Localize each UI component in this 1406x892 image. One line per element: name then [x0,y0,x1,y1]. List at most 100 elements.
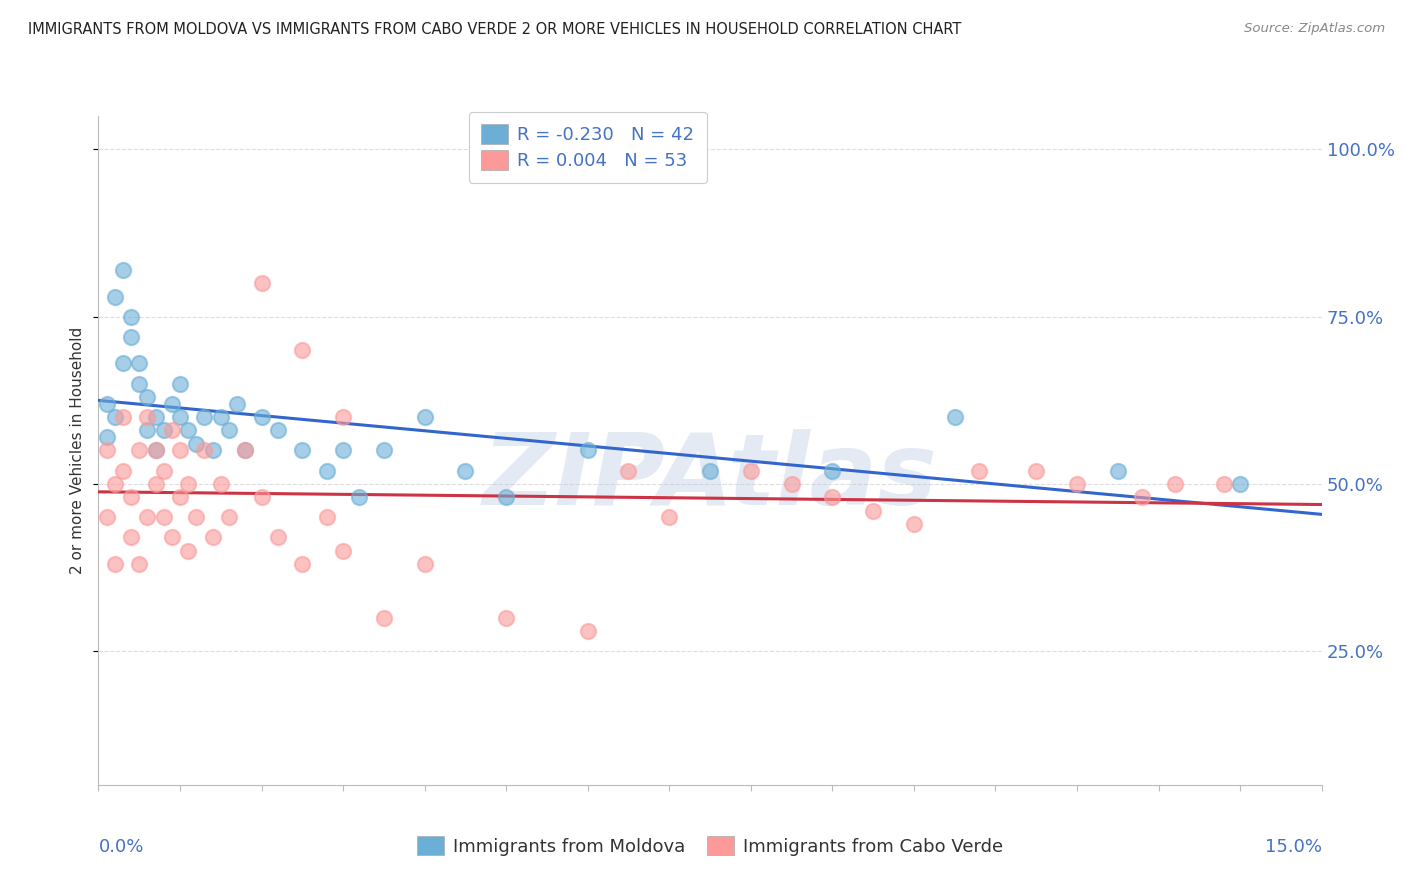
Point [136,510,159,524]
Point [315,510,337,524]
Point [152,510,174,524]
Point [111,464,134,478]
Point [145,443,167,458]
Point [576,624,599,639]
Point [160,396,183,410]
Point [96,443,118,458]
Point [201,530,224,544]
Point [291,343,314,358]
Point [145,476,167,491]
Point [169,491,191,505]
Point [250,491,273,505]
Point [267,530,290,544]
Text: ZIPAtlas: ZIPAtlas [482,429,938,525]
Text: Source: ZipAtlas.com: Source: ZipAtlas.com [1244,22,1385,36]
Text: 15.0%: 15.0% [1264,838,1322,856]
Point [250,276,273,290]
Point [495,491,517,505]
Point [943,410,966,425]
Point [740,464,762,478]
Point [152,424,174,438]
Point [576,443,599,458]
Point [96,510,118,524]
Point [291,443,314,458]
Point [152,464,174,478]
Point [111,410,134,425]
Point [136,390,159,404]
Point [120,491,142,505]
Point [373,443,395,458]
Point [209,410,232,425]
Point [104,557,127,572]
Point [218,510,240,524]
Y-axis label: 2 or more Vehicles in Household: 2 or more Vehicles in Household [70,326,86,574]
Point [967,464,990,478]
Point [120,310,142,324]
Point [193,410,215,425]
Point [111,263,134,277]
Point [169,443,191,458]
Point [617,464,640,478]
Point [104,476,127,491]
Point [903,517,925,532]
Point [699,464,721,478]
Point [160,530,183,544]
Point [454,464,477,478]
Point [120,530,142,544]
Point [136,424,159,438]
Point [373,611,395,625]
Point [658,510,681,524]
Point [177,424,200,438]
Point [145,443,167,458]
Point [1212,476,1234,491]
Point [332,543,354,558]
Point [1164,476,1187,491]
Point [780,476,803,491]
Point [96,430,118,444]
Point [821,464,844,478]
Point [291,557,314,572]
Point [413,410,436,425]
Point [160,424,183,438]
Point [128,356,150,371]
Point [193,443,215,458]
Point [1025,464,1047,478]
Point [201,443,224,458]
Point [267,424,290,438]
Text: 0.0%: 0.0% [98,838,143,856]
Point [136,410,159,425]
Text: IMMIGRANTS FROM MOLDOVA VS IMMIGRANTS FROM CABO VERDE 2 OR MORE VEHICLES IN HOUS: IMMIGRANTS FROM MOLDOVA VS IMMIGRANTS FR… [28,22,962,37]
Point [413,557,436,572]
Point [177,476,200,491]
Point [186,436,208,450]
Point [128,376,150,391]
Point [1229,476,1251,491]
Legend: Immigrants from Moldova, Immigrants from Cabo Verde: Immigrants from Moldova, Immigrants from… [409,829,1011,863]
Point [349,491,371,505]
Point [862,503,884,517]
Point [96,396,118,410]
Point [1107,464,1129,478]
Point [209,476,232,491]
Point [128,443,150,458]
Point [495,611,517,625]
Point [177,543,200,558]
Point [104,289,127,303]
Point [218,424,240,438]
Point [1066,476,1088,491]
Point [226,396,249,410]
Point [250,410,273,425]
Point [233,443,256,458]
Point [111,356,134,371]
Point [128,557,150,572]
Point [120,330,142,344]
Point [315,464,337,478]
Point [169,410,191,425]
Point [332,443,354,458]
Point [169,376,191,391]
Point [186,510,208,524]
Point [1130,491,1153,505]
Point [332,410,354,425]
Point [145,410,167,425]
Point [104,410,127,425]
